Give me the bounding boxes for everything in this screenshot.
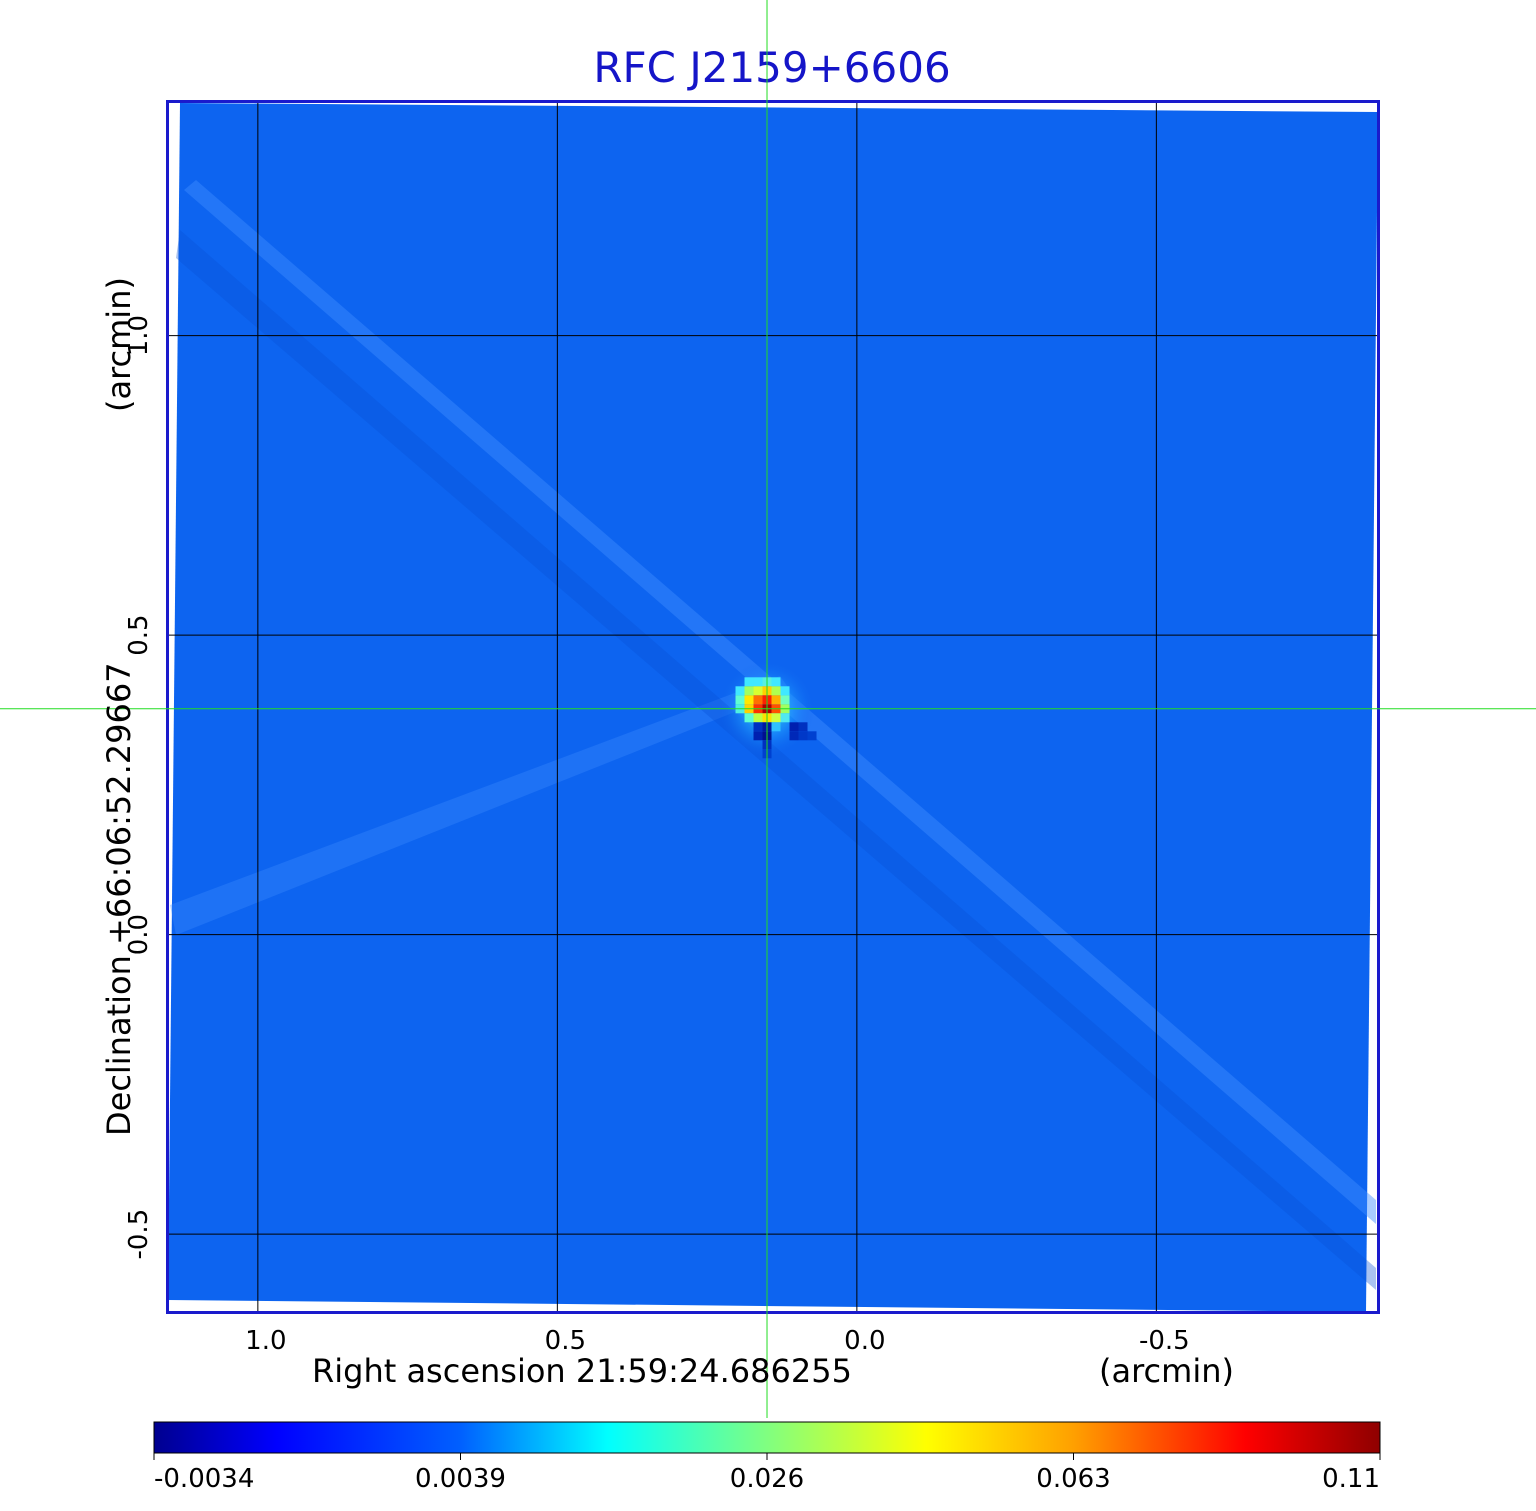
- source-pixel: [807, 731, 817, 741]
- y-axis-unit: (arcmin): [100, 277, 138, 412]
- x-axis-unit: (arcmin): [1099, 1352, 1234, 1390]
- source-pixel: [753, 686, 763, 696]
- colorbar: -0.0034 0.0039 0.026 0.063 0.11: [153, 1421, 1381, 1494]
- y-tick-labels: 1.0 0.5 0.0 -0.5: [124, 315, 154, 1260]
- y-axis-label: Declination +66:06:52.29667: [100, 662, 138, 1136]
- diagonal-streak-third: [176, 230, 1376, 1290]
- plot-frame: [166, 100, 1380, 1314]
- x-tick-label: 0.5: [545, 1326, 586, 1356]
- source-pixel: [771, 686, 781, 696]
- y-tick-label: 0.0: [124, 914, 154, 955]
- source-pixel: [753, 677, 763, 687]
- source-pixel: [771, 695, 781, 705]
- colorbar-tick-label: 0.063: [1036, 1464, 1110, 1494]
- source-pixel: [789, 722, 799, 732]
- source-pixel: [771, 713, 781, 723]
- source-pixel: [735, 695, 745, 705]
- colorbar-tick-label: -0.0034: [154, 1464, 254, 1494]
- source-pixel: [744, 686, 754, 696]
- source-pixel: [744, 713, 754, 723]
- source-pixel: [780, 695, 790, 705]
- source-pixel: [753, 731, 763, 741]
- x-axis-label: Right ascension 21:59:24.686255: [312, 1352, 852, 1390]
- source-pixel: [744, 695, 754, 705]
- source-pixel: [771, 722, 781, 732]
- grid-lines: [168, 102, 1378, 1312]
- x-tick-label: -0.5: [1139, 1326, 1190, 1356]
- colorbar-ticks: -0.0034 0.0039 0.026 0.063 0.11: [153, 1453, 1381, 1494]
- source-pixel: [771, 677, 781, 687]
- y-tick-label: 1.0: [124, 315, 154, 356]
- source-pixel: [780, 686, 790, 696]
- colorbar-tick-label: 0.0039: [415, 1464, 506, 1494]
- crosshair: [0, 0, 1536, 1418]
- diagonal-streak-secondary: [170, 676, 790, 935]
- chart-title: RFC J2159+6606: [593, 43, 950, 92]
- colorbar-gradient: [153, 1421, 1381, 1454]
- source-pixel: [753, 695, 763, 705]
- x-tick-label: 0.0: [844, 1326, 885, 1356]
- source-pixel: [744, 677, 754, 687]
- colorbar-tick-label: 0.11: [1322, 1464, 1380, 1494]
- source-pixel: [735, 686, 745, 696]
- source-pixel: [753, 722, 763, 732]
- x-tick-labels: 1.0 0.5 0.0 -0.5: [245, 1326, 1190, 1356]
- source-pixel: [753, 713, 763, 723]
- source-pixel: [780, 713, 790, 723]
- source-pixel: [798, 731, 808, 741]
- y-tick-label: 0.5: [124, 614, 154, 655]
- colorbar-tick-label: 0.026: [730, 1464, 804, 1494]
- x-tick-label: 1.0: [245, 1326, 286, 1356]
- source-pixel: [789, 731, 799, 741]
- image-area: [168, 103, 1378, 1312]
- y-tick-label: -0.5: [124, 1209, 154, 1260]
- source-pixel: [798, 722, 808, 732]
